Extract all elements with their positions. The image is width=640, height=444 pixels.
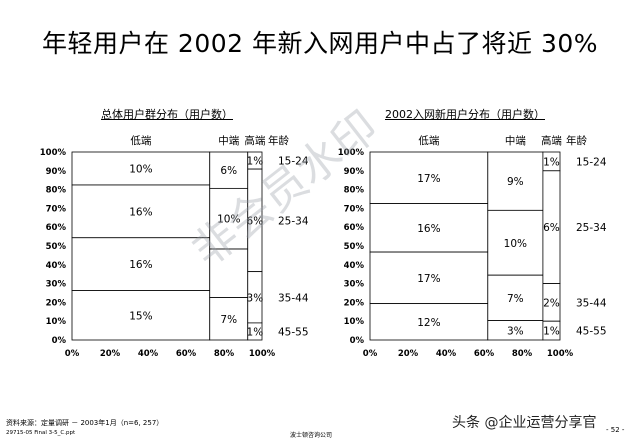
- page-number: - 52 -: [606, 426, 625, 434]
- segment-label: 2%: [543, 297, 560, 309]
- age-label: 35-44: [278, 292, 309, 304]
- segment-45-55: [247, 322, 263, 341]
- age-header: 年龄: [268, 134, 289, 147]
- segment-25-34: [487, 209, 544, 276]
- y-tick-label: 60%: [344, 223, 365, 233]
- y-tick-label: 90%: [344, 167, 365, 177]
- column-header: 高端: [244, 134, 265, 147]
- segment-label: 6%: [220, 165, 237, 177]
- age-label: 45-55: [278, 326, 309, 338]
- y-tick-label: 40%: [46, 261, 67, 271]
- y-tick-label: 80%: [344, 186, 365, 196]
- x-tick-label: 40%: [138, 349, 159, 359]
- y-tick-label: 70%: [46, 204, 67, 214]
- chart-title-new-users: 2002入网新用户分布（用户数）: [385, 108, 545, 121]
- segment-label: 17%: [417, 173, 440, 185]
- segment-25-34: [369, 203, 489, 253]
- segment-label: 7%: [507, 293, 524, 305]
- y-tick-label: 100%: [338, 148, 365, 158]
- file-reference: 29715-05 Final 3-5_C.ppt: [6, 430, 76, 436]
- segment-label: 15%: [129, 310, 152, 322]
- x-tick-label: 40%: [436, 349, 457, 359]
- slide-title: 年轻用户在 2002 年新入网用户中占了将近 30%: [41, 29, 599, 58]
- x-tick-label: 0%: [363, 349, 378, 359]
- segment-label: 17%: [417, 273, 440, 285]
- segment-25-34: [71, 184, 211, 239]
- y-tick-label: 80%: [46, 186, 67, 196]
- x-tick-label: 60%: [474, 349, 495, 359]
- y-tick-label: 70%: [344, 204, 365, 214]
- segment-label: 6%: [543, 222, 560, 234]
- x-tick-label: 20%: [100, 349, 121, 359]
- segment-label: 16%: [417, 223, 440, 235]
- company-name: 波士顿咨询公司: [290, 432, 333, 439]
- segment-label: 9%: [507, 176, 524, 188]
- y-tick-label: 0%: [350, 336, 365, 346]
- y-tick-label: 30%: [344, 280, 365, 290]
- y-tick-label: 30%: [46, 280, 67, 290]
- y-tick-label: 50%: [344, 242, 365, 252]
- segment-35-44: [71, 237, 211, 291]
- segment-label: 1%: [543, 326, 560, 338]
- column-header: 高端: [541, 134, 562, 147]
- age-label: 25-34: [576, 222, 607, 234]
- age-label: 25-34: [278, 215, 309, 227]
- y-tick-label: 0%: [52, 336, 67, 346]
- source-footnote: 资料来源：定量调研 － 2003年1月（n=6, 257）: [6, 419, 164, 427]
- segment-35-44: [209, 248, 249, 298]
- x-tick-label: 0%: [65, 349, 80, 359]
- y-tick-label: 40%: [344, 261, 365, 271]
- column-header: 低端: [418, 134, 439, 147]
- chart-title-overall: 总体用户群分布（用户数）: [101, 108, 233, 121]
- y-tick-label: 10%: [344, 317, 365, 327]
- age-label: 35-44: [576, 297, 607, 309]
- segment-25-34: [209, 187, 249, 250]
- platform-watermark: 头条 @企业运营分享官: [452, 415, 597, 431]
- segment-label: 3%: [507, 325, 524, 337]
- segment-45-55: [369, 303, 489, 341]
- y-tick-label: 90%: [46, 167, 67, 177]
- y-tick-label: 20%: [344, 298, 365, 308]
- age-header: 年龄: [566, 134, 587, 147]
- age-label: 15-24: [576, 156, 607, 168]
- segment-15-24: [209, 151, 249, 189]
- segment-label: 1%: [247, 326, 264, 338]
- segment-label: 16%: [129, 259, 152, 271]
- segment-label: 6%: [247, 215, 264, 227]
- segment-label: 12%: [417, 317, 440, 329]
- y-tick-label: 60%: [46, 223, 67, 233]
- y-tick-label: 10%: [46, 317, 67, 327]
- segment-label: 3%: [247, 292, 264, 304]
- age-label: 45-55: [576, 326, 607, 338]
- segment-label: 10%: [504, 238, 527, 250]
- segment-label: 1%: [543, 156, 560, 168]
- segment-label: 7%: [220, 314, 237, 326]
- segment-45-55: [542, 320, 561, 341]
- y-tick-label: 20%: [46, 298, 67, 308]
- x-tick-label: 80%: [512, 349, 533, 359]
- column-header: 低端: [130, 134, 151, 147]
- segment-35-44: [487, 274, 544, 321]
- x-tick-label: 100%: [547, 349, 574, 359]
- x-tick-label: 20%: [398, 349, 419, 359]
- x-tick-label: 100%: [249, 349, 276, 359]
- column-header: 中端: [505, 134, 526, 147]
- y-tick-label: 100%: [40, 148, 67, 158]
- segment-15-24: [369, 151, 489, 204]
- segment-15-24: [71, 151, 211, 186]
- segment-label: 10%: [217, 214, 240, 226]
- segment-label: 1%: [247, 156, 264, 168]
- y-tick-label: 50%: [46, 242, 67, 252]
- x-tick-label: 80%: [214, 349, 235, 359]
- segment-label: 16%: [129, 206, 152, 218]
- x-tick-label: 60%: [176, 349, 197, 359]
- column-header: 中端: [218, 134, 239, 147]
- age-label: 15-24: [278, 156, 309, 168]
- segment-label: 10%: [129, 163, 152, 175]
